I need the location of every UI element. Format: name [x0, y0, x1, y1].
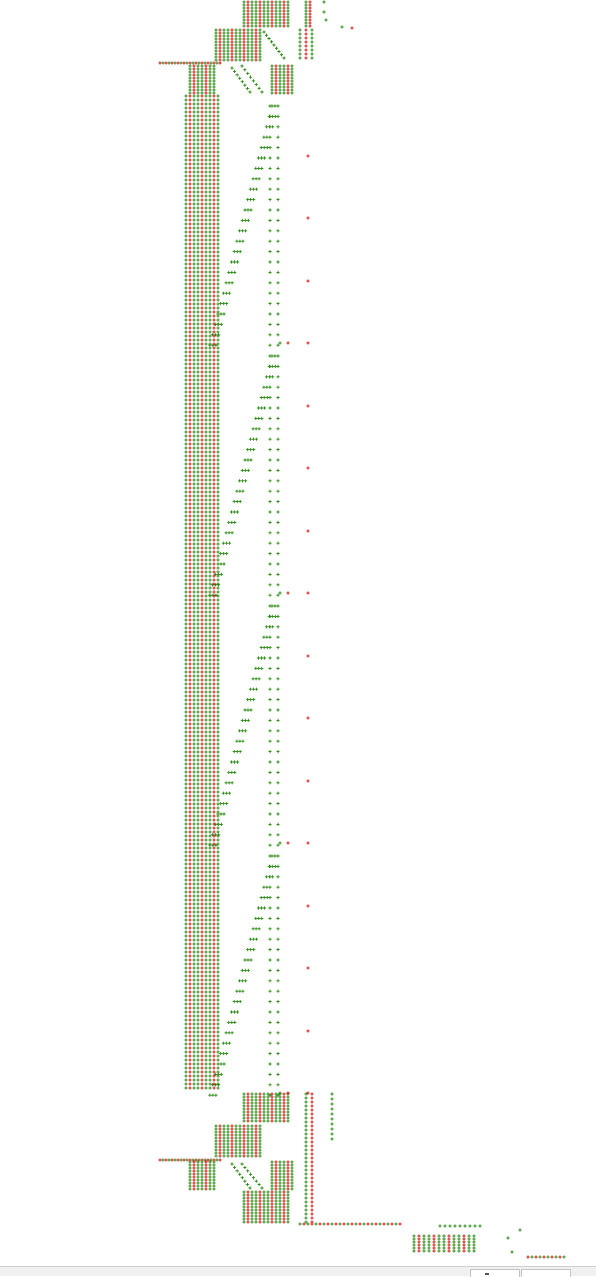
series-green-markers — [161, 0, 566, 1259]
series-red-markers — [158, 0, 562, 1259]
status-panel-left[interactable] — [470, 1269, 520, 1277]
status-panel-right[interactable] — [521, 1269, 571, 1277]
status-bar — [0, 1266, 596, 1277]
resize-grip-icon — [485, 1273, 489, 1275]
